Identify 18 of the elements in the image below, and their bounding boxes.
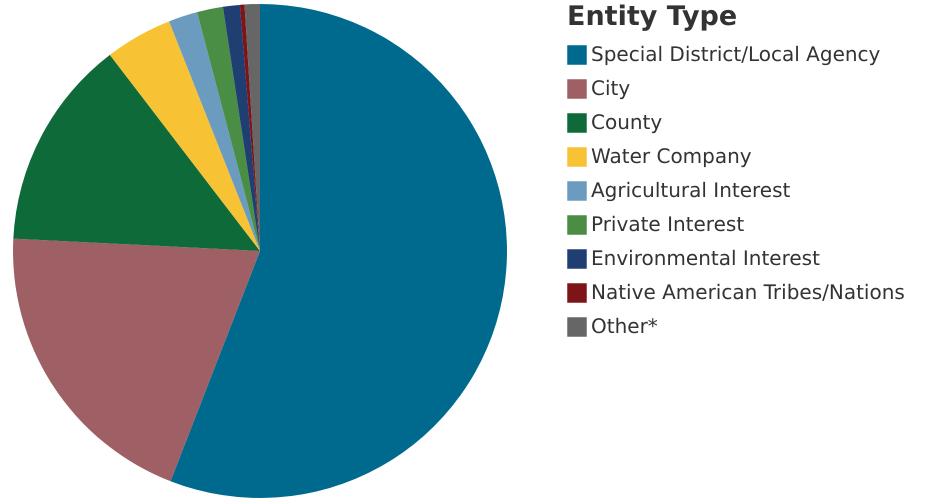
- legend-label: Environmental Interest: [591, 246, 820, 270]
- legend-label: Native American Tribes/Nations: [591, 280, 905, 304]
- legend-label: City: [591, 76, 630, 100]
- pie-slice: [13, 54, 260, 251]
- pie-slice: [13, 238, 260, 482]
- pie-slice: [169, 12, 260, 251]
- legend-label: Agricultural Interest: [591, 178, 791, 202]
- pie-slice: [240, 4, 260, 251]
- pie-slice: [222, 4, 260, 251]
- legend-label: Water Company: [591, 144, 752, 168]
- pie-slice: [110, 21, 260, 251]
- legend-label: County: [591, 110, 662, 134]
- pie-slice: [197, 6, 260, 251]
- legend-label: Other*: [591, 314, 658, 338]
- legend-label: Private Interest: [591, 212, 744, 236]
- legend-label: Special District/Local Agency: [591, 42, 881, 66]
- legend-title: Entity Type: [567, 1, 738, 32]
- pie-slice: [170, 4, 507, 498]
